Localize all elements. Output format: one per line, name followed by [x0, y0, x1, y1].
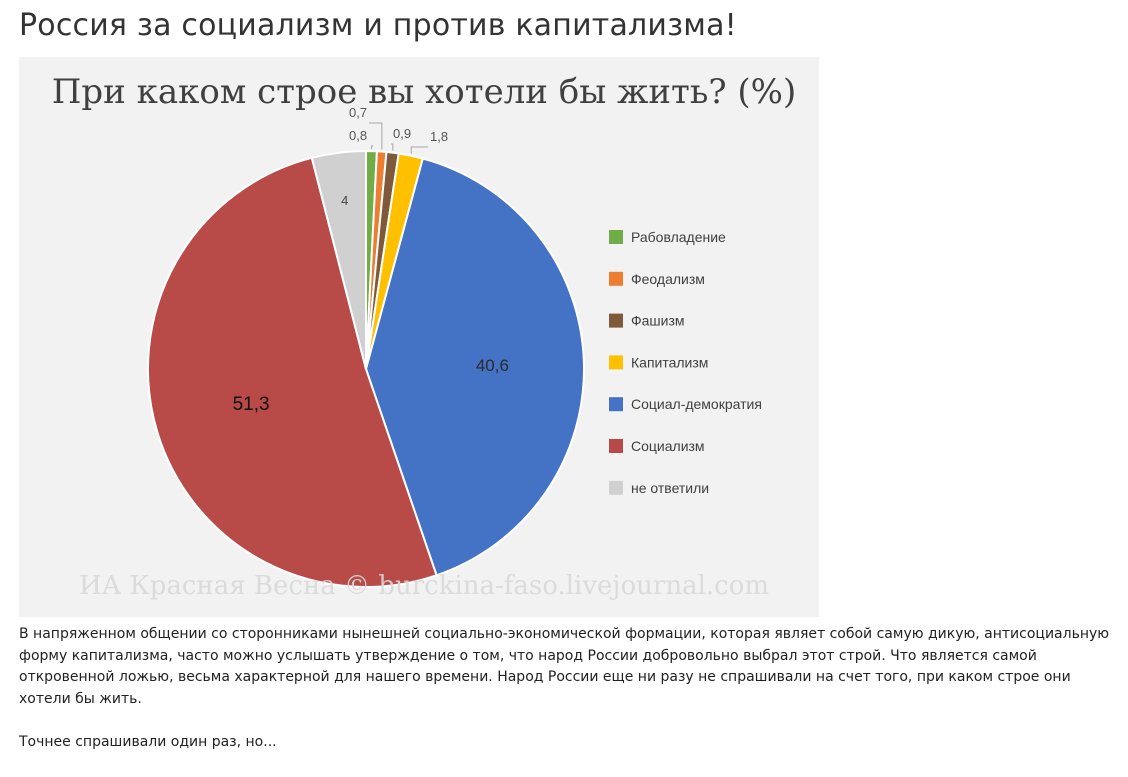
legend-label: Фашизм	[631, 313, 685, 329]
pie-chart: При каком строе вы хотели бы жить? (%) 0…	[52, 72, 797, 601]
slice-value-label-4: 1,8	[430, 129, 448, 144]
legend-item-3: Фашизм	[609, 313, 685, 329]
legend-label: Капитализм	[631, 354, 708, 370]
legend-swatch	[609, 480, 623, 495]
leader-line-2	[369, 122, 383, 150]
pie-slice-6	[147, 156, 438, 588]
page-title: Россия за социализм и против капитализма…	[19, 8, 737, 43]
legend-item-2: Феодализм	[609, 271, 705, 287]
legend-item-1: Рабовладение	[609, 229, 726, 245]
legend-item-4: Капитализм	[609, 354, 708, 370]
legend-swatch	[609, 439, 623, 453]
legend-swatch	[609, 230, 623, 244]
article-paragraph: Точнее спрашивали один раз, но...	[19, 734, 277, 750]
legend-swatch	[609, 313, 623, 328]
slice-value-label-2: 0,7	[349, 105, 367, 120]
article-body: В напряженном общении со сторонниками ны…	[19, 624, 1119, 776]
legend-label: не ответили	[631, 480, 709, 496]
leader-line-4	[410, 146, 428, 154]
chart-panel: При каком строе вы хотели бы жить? (%) 0…	[19, 57, 819, 617]
article-paragraph: В напряженном общении со сторонниками ны…	[19, 626, 1110, 707]
legend-label: Социализм	[631, 438, 705, 454]
slice-value-label-1: 0,8	[349, 128, 367, 143]
legend-item-5: Социал-демократия	[609, 396, 762, 412]
slice-value-label-6: 51,3	[233, 394, 270, 415]
chart-title: При каком строе вы хотели бы жить? (%)	[52, 72, 797, 112]
watermark: ИА Красная Весна © burckina-faso.livejou…	[79, 571, 769, 601]
legend-swatch	[609, 271, 623, 286]
legend-item-6: Социализм	[609, 438, 705, 454]
pie-slice-5	[364, 157, 585, 577]
leader-line-1	[371, 145, 373, 150]
pie-slice-7	[310, 149, 367, 370]
slice-value-label-7: 4	[341, 193, 348, 208]
legend-label: Феодализм	[631, 271, 705, 287]
legend-label: Рабовладение	[631, 229, 726, 245]
legend-label: Социал-демократия	[631, 396, 762, 412]
slice-value-label-5: 40,6	[476, 356, 509, 375]
slice-value-label-3: 0,9	[393, 126, 411, 141]
legend-swatch	[609, 355, 623, 370]
leader-line-3	[391, 143, 394, 151]
legend-item-7: не ответили	[609, 480, 709, 496]
legend-swatch	[609, 397, 623, 412]
